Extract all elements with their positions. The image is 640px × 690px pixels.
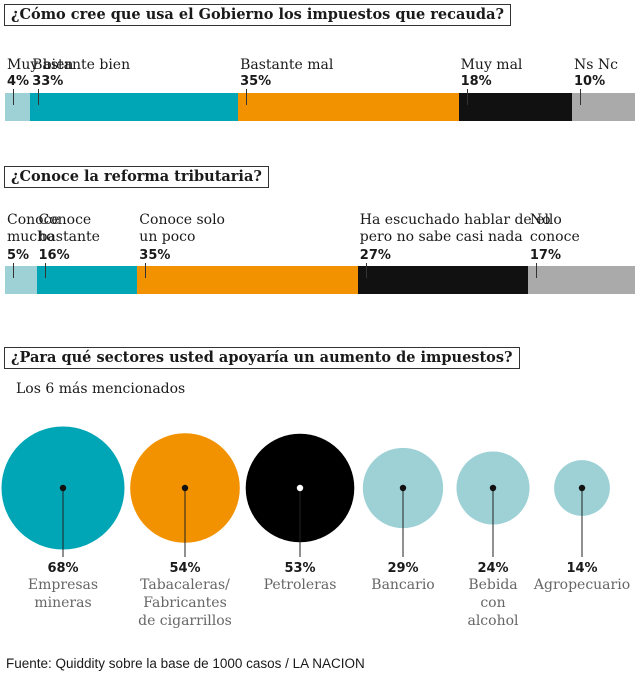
bar-segment (137, 266, 358, 294)
bubble-value: 24% (477, 561, 509, 576)
bubble-label: Petroleras (263, 577, 337, 593)
bubble-label: de cigarrillos (138, 613, 232, 629)
bubble-center-dot (296, 484, 304, 492)
segment-pointer (38, 89, 40, 105)
segment-pointer (535, 263, 537, 278)
segment-label: Conoce (7, 212, 60, 228)
segment-pointer (44, 263, 46, 278)
segment-pointer (145, 263, 147, 278)
source-note: Fuente: Quiddity sobre la base de 1000 c… (6, 656, 365, 671)
segment-value: 27% (359, 248, 391, 263)
segment-value: 33% (32, 74, 64, 89)
segment-value: 35% (240, 74, 272, 89)
bubble-center-dot (181, 484, 189, 492)
bubble-label: Bancario (371, 577, 435, 593)
bubble-label: Agropecuario (533, 577, 631, 593)
bar-segment (572, 93, 635, 121)
bubble-center-dot (59, 484, 67, 492)
bubble-label: Empresas (27, 577, 99, 593)
bubble-value: 53% (284, 561, 316, 576)
segment-label: bastante (38, 229, 100, 245)
segment-label: Bastante bien (32, 57, 131, 73)
segment-label: No (529, 212, 551, 228)
question-3-title: ¿Para qué sectores usted apoyaría un aum… (4, 347, 520, 369)
segment-label: Bastante mal (240, 57, 334, 73)
segment-value: 4% (7, 74, 30, 89)
bubble-label: con (480, 595, 506, 611)
bar-segment (458, 93, 572, 121)
segment-label: pero no sabe casi nada (359, 229, 523, 245)
segment-label: conoce (529, 229, 580, 245)
segment-pointer (13, 263, 14, 278)
bar-segment (527, 266, 635, 294)
segment-pointer (246, 89, 248, 105)
question-1-title: ¿Cómo cree que usa el Gobierno los impue… (4, 4, 511, 26)
segment-pointer (466, 89, 468, 105)
question-2-title: ¿Conoce la reforma tributaria? (4, 166, 269, 188)
bubble-label: Fabricantes (143, 595, 227, 611)
segment-label: un poco (139, 229, 196, 245)
bubble-center-dot (489, 484, 497, 492)
segment-value: 10% (574, 74, 606, 89)
segment-value: 35% (139, 248, 171, 263)
bubble-center-dot (578, 484, 586, 492)
segment-pointer (580, 89, 581, 105)
segment-label: Muy bien (7, 57, 74, 73)
segment-value: 16% (38, 248, 70, 263)
bubble-value: 29% (387, 561, 419, 576)
bubble-value: 14% (566, 561, 598, 576)
bar-segment (30, 93, 239, 121)
bar-segment (5, 93, 31, 121)
segment-label: Ha escuchado hablar de ello (359, 212, 562, 228)
bubble-label: mineras (34, 595, 92, 611)
segment-value: 17% (529, 248, 562, 263)
bar-segment (357, 266, 528, 294)
bar-segment (5, 266, 37, 294)
segment-pointer (13, 89, 14, 105)
segment-label: Conoce (38, 212, 92, 228)
bubble-label: Tabacaleras/ (140, 577, 230, 593)
bubble-value: 68% (47, 561, 79, 576)
bubble-label: alcohol (467, 613, 519, 629)
segment-label: Conoce solo (139, 212, 225, 228)
segment-label: Muy mal (460, 57, 523, 73)
segment-label: Ns Nc (574, 57, 618, 73)
chart-3-bubble-chart (1, 426, 610, 557)
bubble-label: Bebida (468, 577, 518, 593)
segment-value: 5% (7, 248, 30, 263)
segment-pointer (365, 263, 367, 278)
bar-segment (36, 266, 138, 294)
bubble-value: 54% (169, 561, 201, 576)
segment-label: mucho (7, 229, 55, 245)
bubble-center-dot (399, 484, 407, 492)
bar-segment (238, 93, 459, 121)
segment-value: 18% (460, 74, 492, 89)
chart-3-subtitle: Los 6 más mencionados (16, 381, 186, 397)
